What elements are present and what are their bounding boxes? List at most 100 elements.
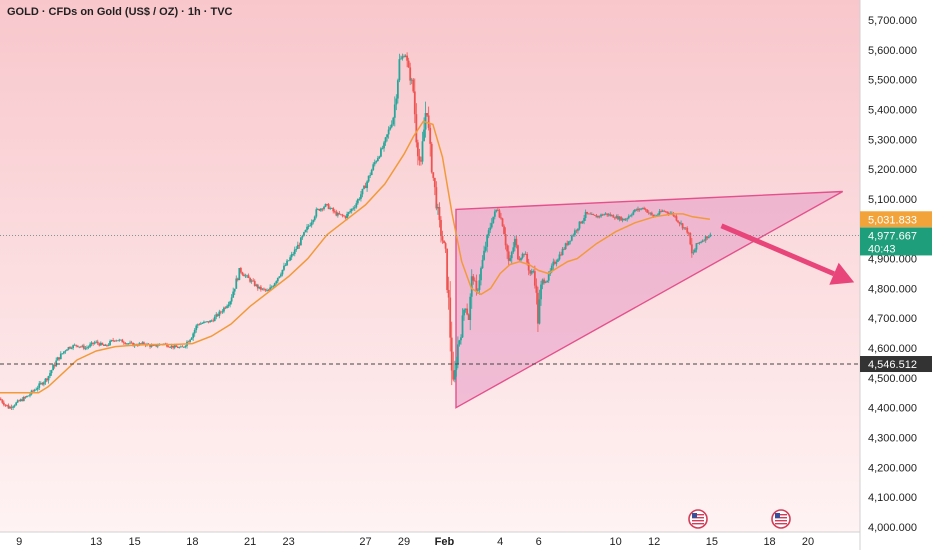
candle-body bbox=[221, 311, 224, 313]
candle-body bbox=[55, 360, 58, 367]
candle-body bbox=[555, 261, 558, 264]
candle-body bbox=[278, 276, 281, 278]
candle-body bbox=[96, 341, 99, 344]
candle-body bbox=[646, 209, 649, 213]
candle-body bbox=[124, 343, 127, 345]
candle-body bbox=[406, 55, 409, 61]
candle-body bbox=[370, 169, 373, 176]
candle-body bbox=[633, 209, 636, 212]
candle-body bbox=[210, 320, 213, 322]
candle-body bbox=[250, 280, 253, 282]
candle-body bbox=[4, 404, 7, 406]
event-icons bbox=[688, 509, 791, 529]
candle-body bbox=[249, 278, 252, 282]
candle-body bbox=[456, 344, 459, 365]
candle-body bbox=[121, 339, 124, 343]
candle-body bbox=[674, 215, 676, 217]
candle-body bbox=[259, 286, 262, 290]
candle-body bbox=[383, 142, 385, 149]
candle-body bbox=[156, 345, 159, 347]
candle-body bbox=[637, 208, 639, 211]
candle-body bbox=[150, 345, 153, 347]
candle-body bbox=[353, 207, 356, 209]
candle-body bbox=[560, 254, 562, 256]
candle-body bbox=[16, 400, 19, 403]
plot-background[interactable] bbox=[0, 0, 860, 532]
candle-body bbox=[227, 304, 230, 307]
y-tick-label: 4,300.000 bbox=[868, 433, 917, 445]
candle-body bbox=[101, 342, 104, 345]
candle-body bbox=[526, 253, 529, 263]
candle-body bbox=[612, 215, 615, 218]
candle-body bbox=[630, 214, 633, 216]
arrow-layer bbox=[720, 223, 855, 285]
candle-body bbox=[657, 214, 659, 216]
candle-body bbox=[477, 289, 479, 291]
candle-body bbox=[176, 346, 179, 348]
price-scale-background[interactable] bbox=[860, 0, 932, 550]
candle-body bbox=[152, 345, 155, 347]
candle-body bbox=[196, 324, 199, 326]
candle-body bbox=[546, 280, 549, 283]
time-scale-background[interactable] bbox=[0, 532, 860, 550]
candle-body bbox=[149, 344, 151, 347]
candle-body bbox=[698, 242, 701, 244]
candle-body bbox=[640, 208, 642, 210]
candle-body bbox=[367, 175, 370, 182]
candle-body bbox=[569, 240, 572, 242]
us-flag-event-icon[interactable] bbox=[688, 509, 708, 529]
candle-body bbox=[192, 333, 195, 338]
candle-body bbox=[364, 185, 367, 189]
candle-body bbox=[127, 343, 130, 345]
candle-body bbox=[513, 238, 516, 248]
candle-body bbox=[416, 142, 419, 157]
candle-body bbox=[187, 341, 190, 343]
candle-body bbox=[139, 343, 142, 345]
x-tick-label: 9 bbox=[16, 536, 22, 548]
candle-body bbox=[521, 253, 524, 258]
candle-body bbox=[533, 271, 536, 286]
y-tick-label: 4,000.000 bbox=[868, 522, 917, 534]
candle-body bbox=[38, 383, 41, 388]
candle-body bbox=[44, 378, 47, 383]
event-icon-ring bbox=[688, 509, 708, 529]
candle-body bbox=[507, 251, 510, 261]
candle-body bbox=[430, 143, 433, 173]
candle-body bbox=[313, 216, 316, 221]
candle-body bbox=[50, 370, 53, 374]
candle-body bbox=[350, 208, 353, 212]
candle-body bbox=[82, 345, 85, 349]
candle-body bbox=[635, 209, 638, 211]
candle-body bbox=[627, 216, 630, 219]
candle-body bbox=[173, 345, 176, 348]
candle-body bbox=[600, 214, 602, 217]
candle-body bbox=[329, 208, 332, 209]
candle-body bbox=[232, 291, 235, 298]
y-tick-label: 4,600.000 bbox=[868, 343, 917, 355]
candle-body bbox=[352, 208, 355, 210]
candle-body bbox=[229, 301, 232, 305]
candle-body bbox=[584, 211, 587, 218]
y-tick-label: 5,600.000 bbox=[868, 45, 917, 57]
candle-body bbox=[678, 222, 681, 224]
candle-body bbox=[333, 211, 336, 213]
candle-body bbox=[436, 206, 439, 209]
candle-body bbox=[557, 259, 559, 262]
us-flag-event-icon[interactable] bbox=[771, 509, 791, 529]
x-tick-label: 21 bbox=[244, 536, 256, 548]
x-tick-label: 18 bbox=[763, 536, 775, 548]
candle-body bbox=[452, 370, 455, 380]
candle-body bbox=[2, 402, 5, 405]
candle-body bbox=[264, 289, 267, 291]
candle-body bbox=[115, 340, 118, 342]
candle-body bbox=[624, 219, 627, 221]
candle-body bbox=[449, 297, 452, 338]
candle-body bbox=[570, 235, 573, 241]
candle-body bbox=[307, 226, 310, 227]
candle-body bbox=[66, 349, 68, 351]
candle-body bbox=[252, 280, 255, 282]
candle-body bbox=[184, 345, 187, 347]
candle-body bbox=[52, 364, 55, 371]
candle-body bbox=[243, 274, 245, 277]
